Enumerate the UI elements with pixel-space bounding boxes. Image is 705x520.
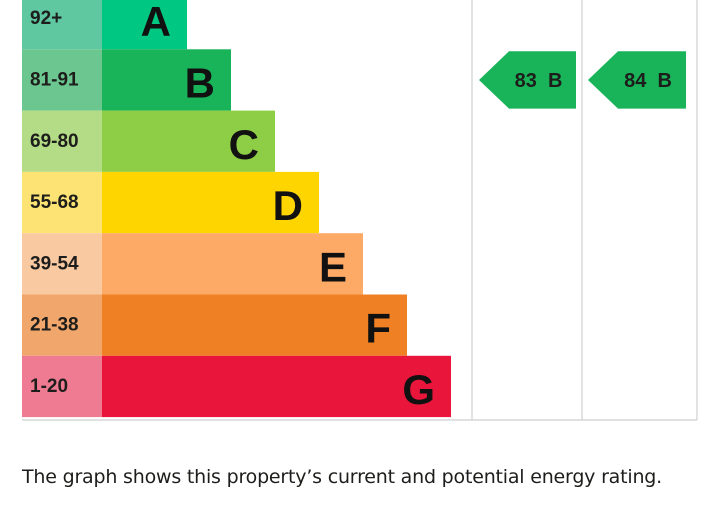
rating-markers: 83 B 84 B xyxy=(479,51,686,109)
band-c-range-label: 69-80 xyxy=(30,131,79,152)
band-b-range-label: 81-91 xyxy=(30,69,79,90)
band-c-range-cell xyxy=(22,110,102,172)
band-g-range-cell xyxy=(22,355,102,418)
band-e-bar xyxy=(102,233,363,295)
band-e-letter: E xyxy=(319,243,347,290)
chart-caption: The graph shows this property’s current … xyxy=(22,466,662,488)
current-rating-arrow xyxy=(479,51,576,109)
band-e-range-cell xyxy=(22,233,102,295)
chart-frame xyxy=(22,0,698,421)
band-a-range-label: 92+ xyxy=(30,8,62,29)
band-a-range-cell xyxy=(22,0,102,50)
band-d-range-label: 55-68 xyxy=(30,192,79,213)
band-f-range-label: 21-38 xyxy=(30,315,79,336)
band-g-range-label: 1-20 xyxy=(30,376,68,397)
band-c-letter: C xyxy=(229,121,259,168)
current-rating-marker: 83 B xyxy=(479,51,576,109)
band-g-bar xyxy=(102,355,451,418)
band-e-range-label: 39-54 xyxy=(30,253,79,274)
current-rating-label: 83 B xyxy=(515,70,563,92)
potential-rating-label: 84 B xyxy=(624,70,672,92)
band-b-letter: B xyxy=(185,59,215,106)
band-a-bar xyxy=(102,0,187,50)
band-d-bar xyxy=(102,171,319,234)
band-d-range-cell xyxy=(22,171,102,234)
band-c-bar xyxy=(102,110,275,172)
band-a-letter: A xyxy=(141,0,171,45)
band-g-letter: G xyxy=(402,366,435,413)
band-d-letter: D xyxy=(273,182,303,229)
band-f-bar xyxy=(102,294,407,356)
rating-bands: 92+ A 81-91 B 69-80 C 55-68 D 39-54 E 21-38 F 1-20 G xyxy=(22,0,451,418)
band-b-range-cell xyxy=(22,49,102,111)
potential-rating-arrow xyxy=(588,51,686,109)
band-f-letter: F xyxy=(365,305,391,352)
potential-rating-marker: 84 B xyxy=(588,51,686,109)
band-f-range-cell xyxy=(22,294,102,356)
band-b-bar xyxy=(102,49,231,111)
